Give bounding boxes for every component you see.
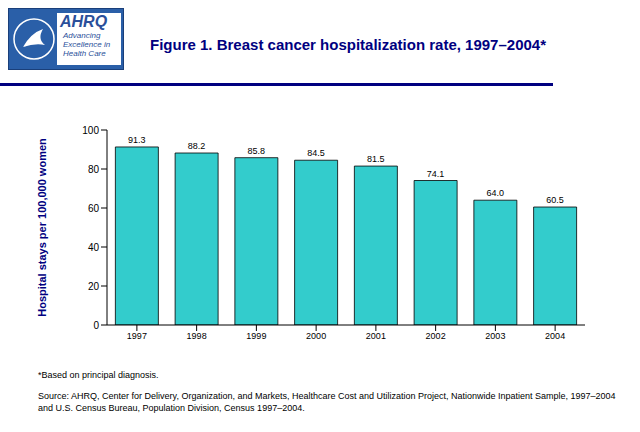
html-text:Advancing Excellence in Health: Advancing Excellence in Health Care [63, 31, 111, 58]
svg-text:2002: 2002 [426, 331, 446, 341]
svg-text:40: 40 [88, 242, 100, 253]
svg-text:60: 60 [88, 203, 100, 214]
svg-text:74.1: 74.1 [427, 169, 445, 179]
svg-text:1998: 1998 [187, 331, 207, 341]
svg-text:85.8: 85.8 [248, 146, 266, 156]
svg-text:20: 20 [88, 281, 100, 292]
svg-text:0: 0 [93, 320, 99, 331]
svg-text:80: 80 [88, 164, 100, 175]
svg-text:84.5: 84.5 [307, 148, 325, 158]
svg-text:81.5: 81.5 [367, 154, 385, 164]
svg-text:2003: 2003 [485, 331, 505, 341]
svg-text:2001: 2001 [366, 331, 386, 341]
svg-text:64.0: 64.0 [487, 188, 505, 198]
html-text:AHRQ: AHRQ [60, 13, 108, 30]
svg-text:60.5: 60.5 [546, 195, 564, 205]
svg-text:1999: 1999 [246, 331, 266, 341]
html-text:Figure 1. Breast cancer hospit: Figure 1. Breast cancer hospitalization … [150, 36, 546, 53]
html-text:Source: AHRQ, Center for Deliv: Source: AHRQ, Center for Delivery, Organ… [38, 391, 616, 413]
svg-text:1997: 1997 [127, 331, 147, 341]
svg-text:2004: 2004 [545, 331, 565, 341]
html-text:*Based on principal diagnosis.: *Based on principal diagnosis. [38, 370, 159, 380]
svg-text:Hospital stays per 100,000 wom: Hospital stays per 100,000 women [36, 138, 48, 317]
svg-text:2000: 2000 [306, 331, 326, 341]
svg-text:91.3: 91.3 [128, 135, 146, 145]
svg-text:88.2: 88.2 [188, 141, 206, 151]
svg-text:100: 100 [82, 125, 99, 136]
